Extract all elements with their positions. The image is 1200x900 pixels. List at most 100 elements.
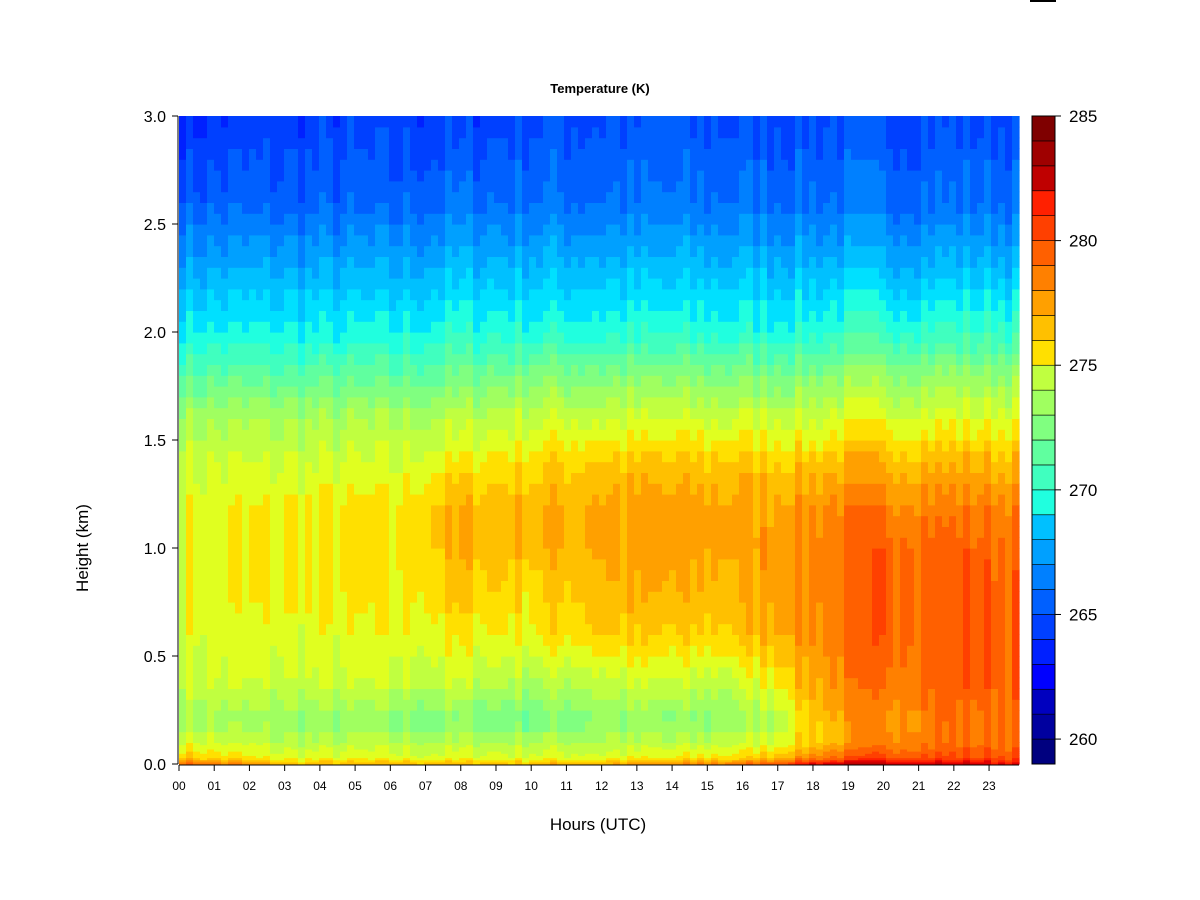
heatmap-cell (522, 744, 530, 748)
heatmap-cell (515, 548, 523, 560)
heatmap-cell (641, 234, 649, 247)
heatmap-cell (207, 612, 215, 625)
heatmap-cell (515, 180, 523, 193)
heatmap-cell (683, 666, 691, 679)
heatmap-cell (200, 751, 208, 754)
heatmap-cell (473, 202, 481, 214)
heatmap-cell (242, 418, 250, 430)
heatmap-cell (543, 580, 551, 592)
heatmap-cell (354, 699, 362, 711)
heatmap-cell (403, 759, 411, 763)
heatmap-cell (263, 634, 271, 646)
heatmap-cell (291, 634, 299, 646)
heatmap-cell (179, 375, 187, 387)
heatmap-cell (368, 753, 376, 756)
heatmap-cell (445, 537, 453, 549)
heatmap-cell (473, 116, 481, 128)
heatmap-cell (578, 591, 586, 603)
heatmap-cell (263, 645, 271, 657)
heatmap-cell (403, 751, 411, 754)
heatmap-cell (221, 753, 229, 756)
heatmap-cell (515, 688, 523, 700)
heatmap-cell (529, 591, 537, 603)
heatmap-cell (634, 753, 642, 756)
heatmap-cell (368, 159, 376, 171)
heatmap-cell (242, 159, 250, 171)
heatmap-cell (375, 761, 383, 765)
heatmap-cell (179, 159, 187, 171)
heatmap-cell (312, 461, 320, 473)
heatmap-cell (445, 418, 453, 430)
heatmap-cell (340, 602, 348, 614)
heatmap-cell (375, 591, 383, 603)
heatmap-cell (662, 202, 670, 214)
heatmap-cell (312, 710, 320, 722)
heatmap-cell (389, 353, 397, 365)
heatmap-cell (459, 761, 467, 765)
heatmap-cell (186, 353, 194, 365)
heatmap-cell (291, 748, 299, 752)
heatmap-cell (284, 278, 292, 290)
heatmap-cell (669, 612, 677, 625)
heatmap-cell (508, 757, 516, 761)
heatmap-cell (557, 526, 565, 538)
heatmap-cell (480, 759, 488, 763)
heatmap-cell (438, 159, 446, 171)
heatmap-cell (480, 278, 488, 290)
heatmap-cell (564, 751, 572, 754)
heatmap-cell (543, 407, 551, 419)
heatmap-cell (396, 472, 404, 484)
heatmap-cell (270, 364, 278, 376)
heatmap-cell (564, 278, 572, 290)
heatmap-cell (662, 483, 670, 495)
heatmap-cell (480, 461, 488, 473)
heatmap-cell (529, 753, 537, 756)
heatmap-cell (438, 761, 446, 765)
heatmap-cell (235, 224, 243, 236)
heatmap-cell (529, 569, 537, 581)
heatmap-cell (655, 744, 663, 748)
heatmap-cell (452, 744, 460, 748)
heatmap-cell (459, 353, 467, 365)
heatmap-cell (403, 440, 411, 452)
heatmap-cell (522, 515, 530, 527)
heatmap-cell (368, 299, 376, 311)
heatmap-cell (536, 310, 544, 322)
heatmap-cell (403, 710, 411, 722)
heatmap-cell (382, 148, 390, 160)
heatmap-cell (186, 688, 194, 700)
heatmap-cell (641, 137, 649, 149)
heatmap-cell (417, 267, 425, 279)
heatmap-cell (221, 720, 229, 733)
heatmap-cell (466, 310, 474, 322)
heatmap-cell (452, 699, 460, 711)
heatmap-cell (634, 159, 642, 171)
heatmap-cell (382, 126, 390, 139)
heatmap-cell (235, 342, 243, 355)
heatmap-cell (480, 504, 488, 517)
heatmap-cell (277, 353, 285, 365)
heatmap-cell (214, 148, 222, 160)
heatmap-cell (578, 364, 586, 376)
heatmap-cell (529, 742, 537, 746)
heatmap-cell (298, 375, 306, 387)
heatmap-cell (368, 591, 376, 603)
heatmap-cell (242, 666, 250, 679)
heatmap-cell (501, 472, 509, 484)
heatmap-cell (312, 751, 320, 754)
heatmap-cell (270, 755, 278, 759)
heatmap-cell (501, 386, 509, 398)
heatmap-cell (578, 386, 586, 398)
heatmap-cell (620, 191, 628, 203)
heatmap-cell (417, 278, 425, 290)
heatmap-cell (529, 224, 537, 236)
heatmap-cell (501, 332, 509, 344)
heatmap-cell (613, 202, 621, 214)
heatmap-cell (284, 191, 292, 203)
heatmap-cell (410, 364, 418, 376)
heatmap-cell (340, 148, 348, 160)
heatmap-cell (305, 515, 313, 527)
heatmap-cell (550, 699, 558, 711)
heatmap-cell (683, 761, 691, 765)
heatmap-cell (207, 278, 215, 290)
